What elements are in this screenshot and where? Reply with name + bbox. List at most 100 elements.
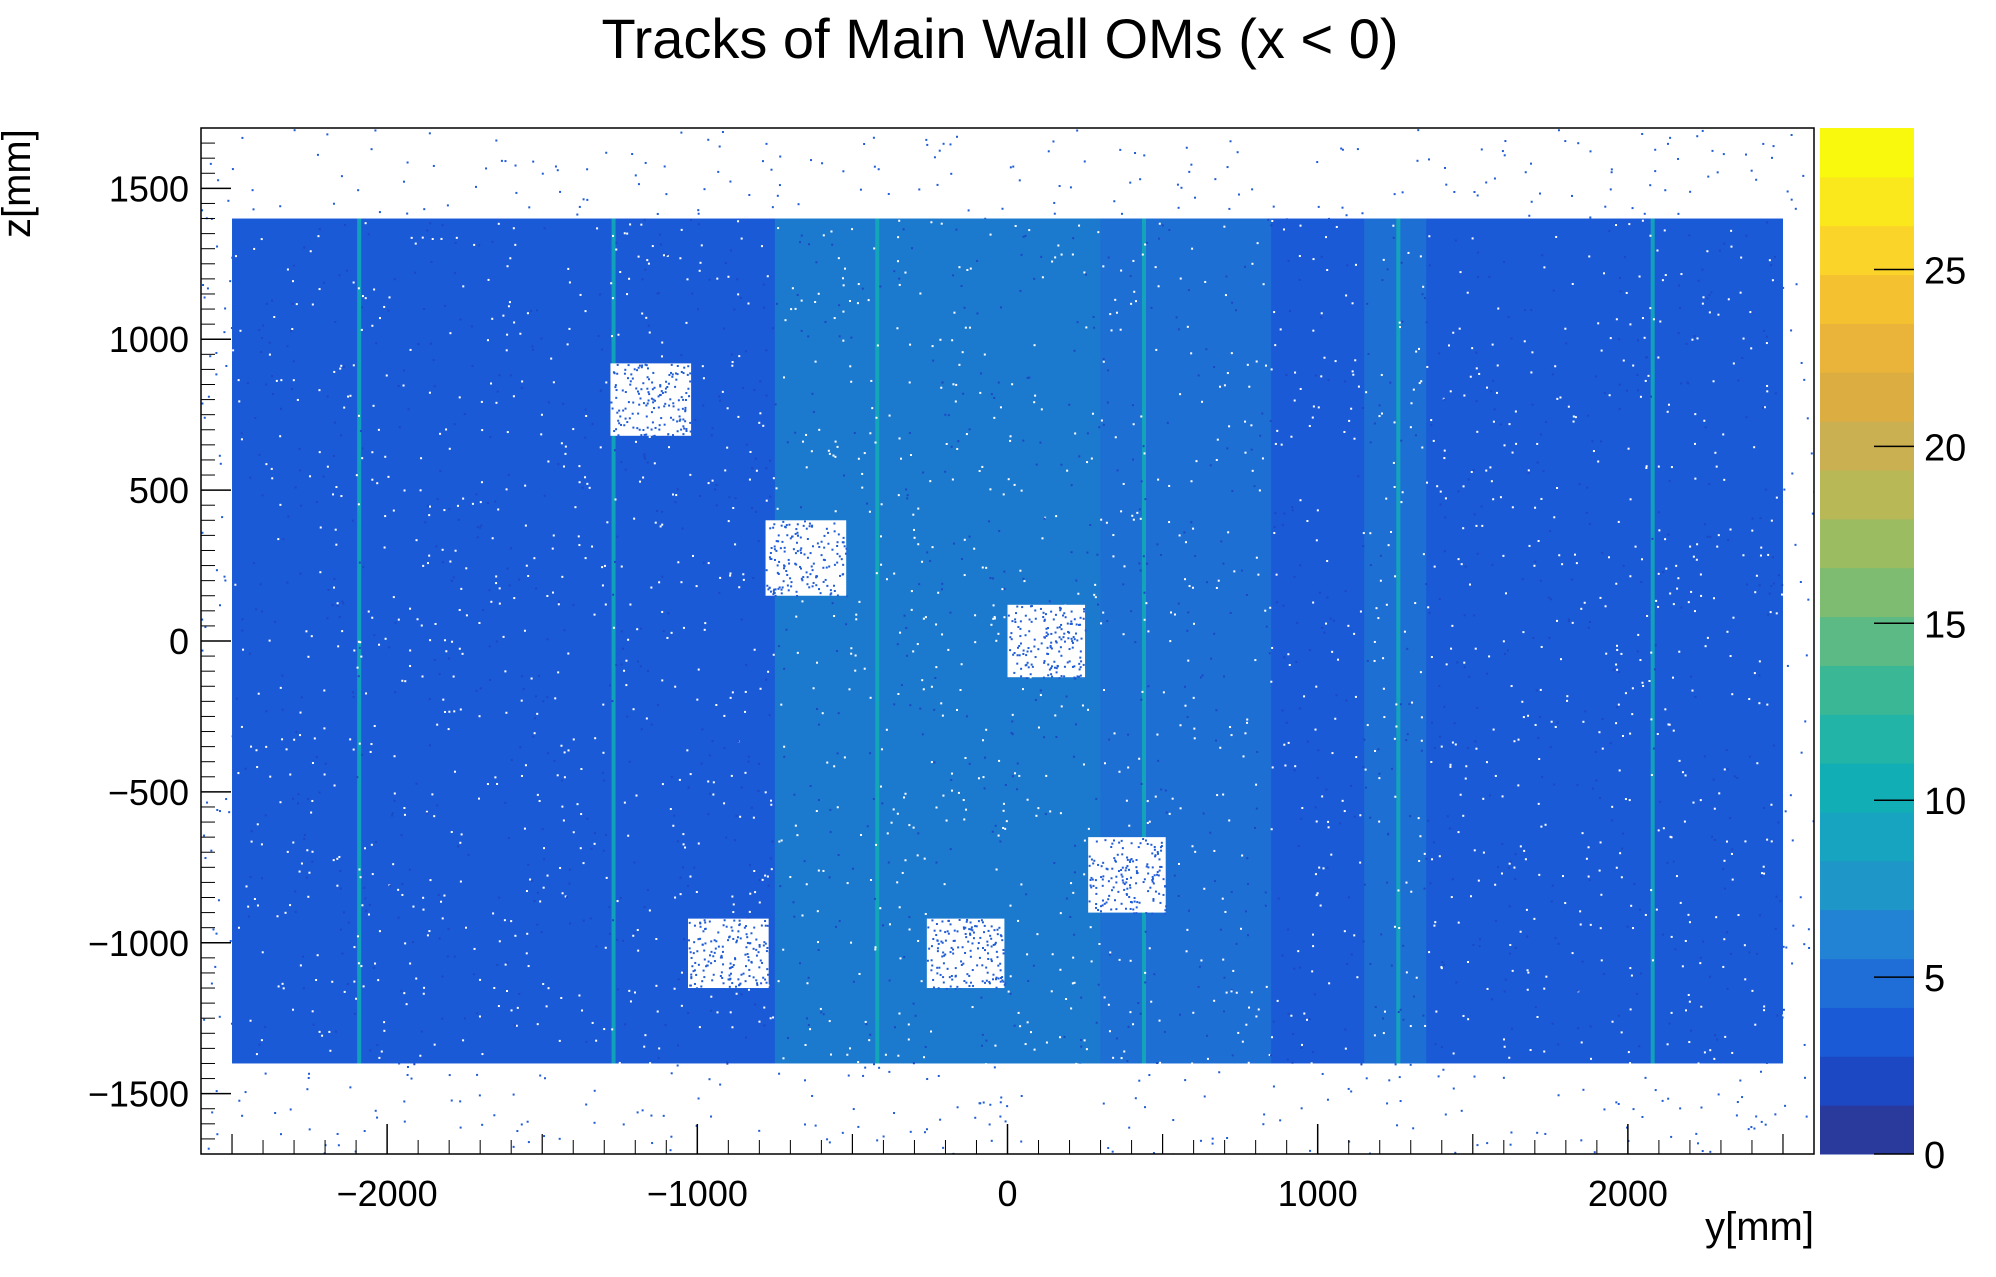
- empty-square-point: [961, 946, 964, 949]
- speckle: [343, 406, 346, 409]
- empty-square-point: [809, 552, 812, 555]
- speckle: [639, 665, 642, 668]
- speckle: [1317, 406, 1320, 409]
- speckle: [1627, 447, 1630, 450]
- speckle: [896, 327, 899, 330]
- speckle: [313, 737, 316, 740]
- speckle: [751, 507, 754, 510]
- speckle: [640, 627, 643, 630]
- empty-square-point: [815, 576, 818, 579]
- halo-point: [950, 172, 953, 175]
- speckle: [1536, 1016, 1539, 1019]
- speckle: [514, 934, 517, 937]
- speckle: [1382, 687, 1385, 690]
- halo-point: [316, 153, 319, 156]
- speckle: [268, 341, 271, 344]
- speckle: [1469, 895, 1472, 898]
- speckle: [1580, 1041, 1583, 1044]
- speckle: [1641, 317, 1644, 320]
- speckle: [981, 465, 984, 468]
- empty-square-point: [989, 934, 992, 937]
- empty-square-point: [667, 433, 670, 436]
- empty-square-point: [727, 978, 730, 981]
- halo-point: [1700, 1106, 1703, 1109]
- speckle: [1073, 933, 1076, 936]
- empty-square-point: [666, 435, 669, 438]
- speckle: [881, 802, 884, 805]
- empty-square-point: [697, 938, 700, 941]
- speckle: [1391, 767, 1394, 770]
- speckle: [836, 445, 839, 448]
- speckle: [293, 738, 296, 741]
- halo-point: [859, 188, 862, 191]
- speckle: [661, 355, 664, 358]
- speckle: [1109, 313, 1112, 316]
- speckle: [1013, 483, 1016, 486]
- speckle: [1139, 517, 1142, 520]
- empty-square-point: [692, 970, 695, 973]
- empty-square-point: [1095, 906, 1098, 909]
- speckle: [1098, 426, 1101, 429]
- speckle: [1078, 455, 1081, 458]
- speckle: [833, 765, 836, 768]
- empty-square-point: [787, 589, 790, 592]
- speckle: [1417, 347, 1420, 350]
- speckle: [1364, 786, 1367, 789]
- empty-square-point: [805, 571, 808, 574]
- speckle: [533, 557, 536, 560]
- speckle: [1248, 1006, 1251, 1009]
- speckle: [504, 963, 507, 966]
- empty-square-point: [1160, 845, 1163, 848]
- speckle: [318, 228, 321, 231]
- speckle: [1475, 400, 1478, 403]
- speckle: [1134, 300, 1137, 303]
- halo-point: [370, 148, 373, 151]
- empty-square-point: [1156, 851, 1159, 854]
- speckle: [1751, 989, 1754, 992]
- speckle: [692, 554, 695, 557]
- halo-point: [1802, 174, 1805, 177]
- speckle: [829, 808, 832, 811]
- halo-point: [1570, 194, 1573, 197]
- speckle: [1470, 470, 1473, 473]
- speckle: [731, 364, 734, 367]
- speckle: [1539, 433, 1542, 436]
- speckle: [448, 508, 451, 511]
- speckle: [540, 931, 543, 934]
- empty-square-point: [669, 416, 672, 419]
- empty-square-point: [1083, 607, 1086, 610]
- speckle: [648, 909, 651, 912]
- bright-line: [1141, 218, 1146, 1064]
- empty-square-point: [1013, 652, 1016, 655]
- halo-point: [926, 1078, 929, 1081]
- speckle: [1173, 874, 1176, 877]
- halo-point: [1722, 153, 1725, 156]
- speckle: [808, 243, 811, 246]
- empty-square-point: [824, 578, 827, 581]
- speckle: [560, 996, 563, 999]
- halo-point: [1539, 192, 1542, 195]
- empty-square-point: [1064, 616, 1067, 619]
- speckle: [309, 475, 312, 478]
- speckle: [1385, 497, 1388, 500]
- speckle: [1323, 631, 1326, 634]
- speckle: [1011, 720, 1014, 723]
- empty-square-point: [734, 958, 737, 961]
- halo-point: [1350, 1090, 1353, 1093]
- empty-square-point: [674, 385, 677, 388]
- speckle: [1443, 457, 1446, 460]
- speckle: [874, 946, 877, 949]
- speckle: [1681, 965, 1684, 968]
- speckle: [1380, 933, 1383, 936]
- speckle: [869, 878, 872, 881]
- speckle: [624, 468, 627, 471]
- speckle: [731, 361, 734, 364]
- empty-square-point: [637, 412, 640, 415]
- empty-square-point: [708, 920, 711, 923]
- speckle: [905, 627, 908, 630]
- speckle: [1503, 1038, 1506, 1041]
- speckle: [1011, 713, 1014, 716]
- empty-square-point: [731, 965, 734, 968]
- empty-square-point: [766, 946, 769, 949]
- empty-square-point: [1115, 875, 1118, 878]
